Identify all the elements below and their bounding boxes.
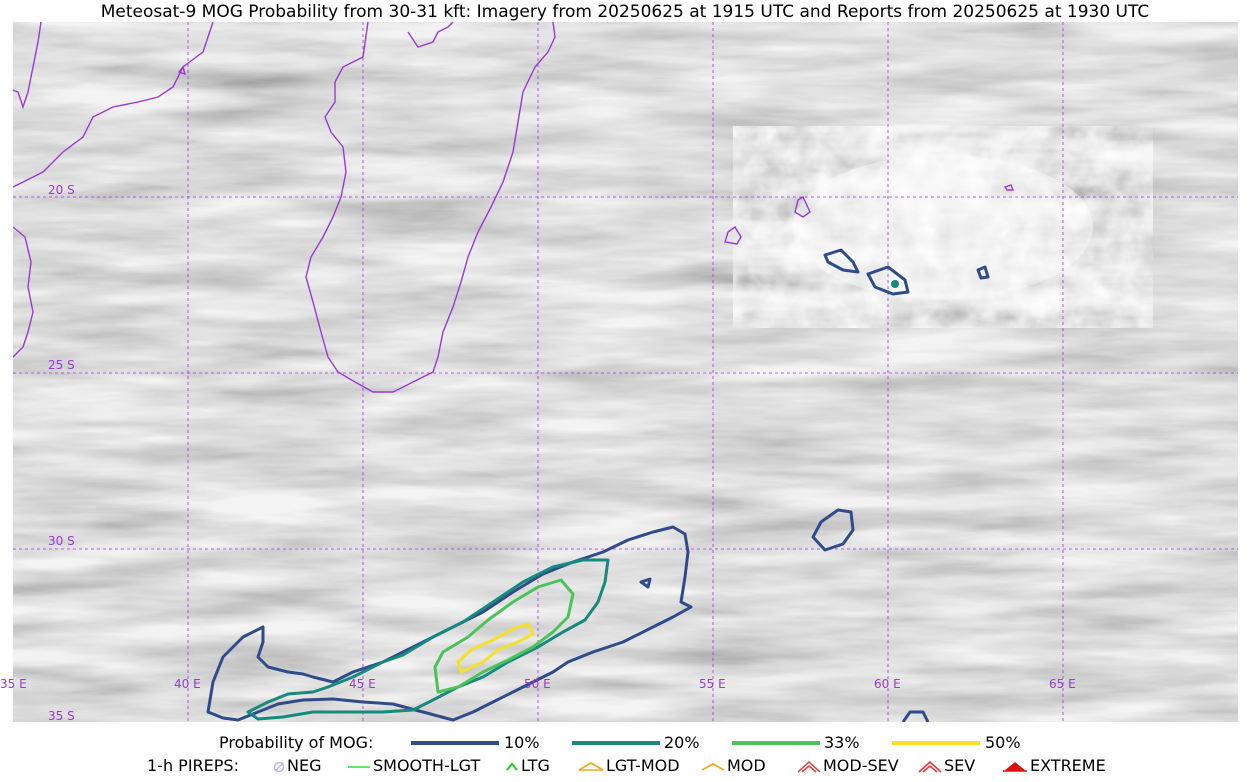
contour-50pct [456,622,535,674]
mod-sev-caret-icon [797,760,821,773]
madagascar-coastline [305,22,556,393]
reunion-coastline [724,225,742,245]
lon-label: 50 E [524,677,551,691]
lon-label: 35 E [0,677,27,691]
coastlines [13,22,1015,393]
legend-label-10: 10% [504,733,540,752]
bright-cloud-texture [793,155,1093,299]
africa-coastline-top [407,22,454,48]
africa-coastline [13,22,214,188]
contour-10pct-bottom [901,710,930,722]
pirep-ltg-label: LTG [521,756,550,775]
contour-10pct-tiny [639,577,652,589]
lat-label: 35 S [48,709,75,723]
imagery-texture [13,22,1238,722]
mod-caret-icon [701,762,725,771]
pirep-smooth-lgt: SMOOTH-LGT [347,756,480,775]
pirep-mod-sev: MOD-SEV [797,756,899,775]
map-title: Meteosat-9 MOG Probability from 30-31 kf… [100,2,1150,22]
lgt-mod-caret-icon [578,761,604,771]
map-canvas [13,22,1238,722]
contour-10pct [206,525,693,722]
legend-label-20: 20% [664,733,700,752]
pirep-neg: NEG [273,756,321,775]
pirep-lgt-mod: LGT-MOD [578,756,680,775]
contour-20pct [246,558,610,721]
lat-label: 25 S [48,358,75,372]
islet-coastline [1003,184,1015,191]
pirep-lgt-mod-label: LGT-MOD [606,756,680,775]
pirep-marker [891,280,899,288]
neg-circle-icon [273,761,285,772]
pirep-extreme-label: EXTREME [1030,756,1106,775]
pirep-smooth-lgt-label: SMOOTH-LGT [373,756,481,775]
lon-label: 40 E [174,677,201,691]
africa-coastline-west [13,22,42,110]
contour-10pct-cloud-c [976,265,990,280]
pireps-legend-label: 1-h PIREPS: [147,756,239,775]
pirep-mod-sev-label: MOD-SEV [823,756,899,775]
sev-caret-icon [918,760,942,773]
lat-label: 20 S [48,183,75,197]
probability-legend-label: Probability of MOG: [219,733,374,752]
lon-label: 65 E [1049,677,1076,691]
lon-label: 60 E [874,677,901,691]
legend-swatch-50 [892,741,980,745]
lon-label: 45 E [349,677,376,691]
pirep-neg-label: NEG [287,756,322,775]
lon-label: 55 E [699,677,726,691]
pirep-extreme: EXTREME [1002,756,1106,775]
pirep-sev-label: SEV [944,756,976,775]
contour-10pct-cloud-b [866,265,910,296]
pirep-mod: MOD [701,756,766,775]
satellite-map [13,22,1238,722]
mozambique-coastline [13,226,34,358]
pirep-sev: SEV [918,756,975,775]
pirep-ltg: LTG [505,756,550,775]
legend-label-50: 50% [985,733,1021,752]
pirep-mod-label: MOD [727,756,766,775]
contour-10pct-cloud-a [823,248,860,274]
contour-33pct [433,578,575,694]
legend-swatch-33 [732,741,820,745]
mauritius-coastline [794,196,811,218]
mog-contours [206,248,990,722]
legend-swatch-10 [411,741,499,745]
lat-label: 30 S [48,534,75,548]
extreme-caret-icon [1003,761,1027,772]
legend-label-33: 33% [824,733,860,752]
bassas-coastline [177,65,187,76]
contour-10pct-small [811,508,855,552]
ltg-caret-icon [506,761,518,771]
legend-swatch-20 [572,741,660,745]
graticule [13,22,1238,722]
smooth-lgt-line-icon [348,765,370,768]
